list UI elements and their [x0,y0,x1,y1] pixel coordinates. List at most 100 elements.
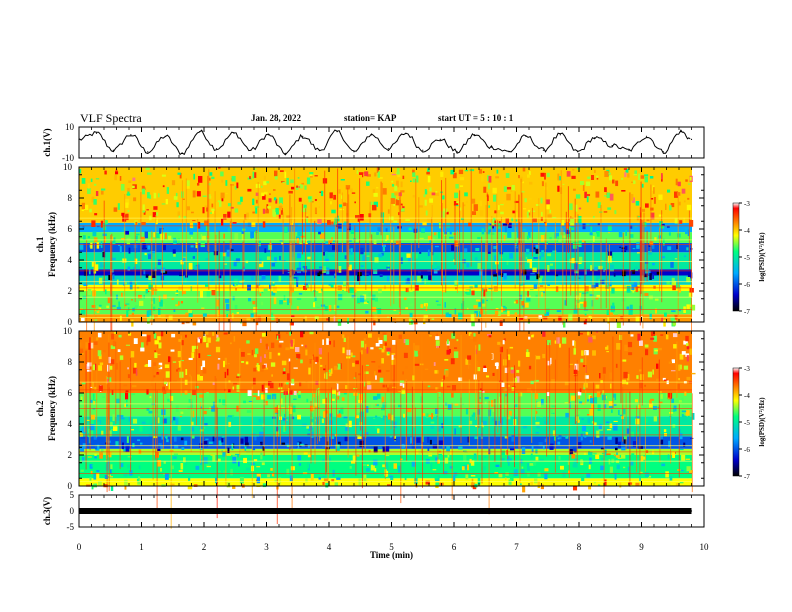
ch3-ytick-label: -5 [67,522,75,532]
ch1-spectrogram-band [79,275,692,285]
ch1-spectrogram-ytick-label: 4 [68,255,73,265]
x-tick-label: 1 [139,542,144,552]
x-tick-label: 4 [327,542,332,552]
ch2-spectrogram-channel-label: ch.2 [35,400,45,416]
ch1-spectrogram-colorbar-label: -5 [744,254,750,262]
ch2-spectrogram-ylabel: Frequency (kHz) [47,376,57,441]
ch1-spectrogram-colorbar-label: -7 [744,308,750,316]
ch1-spectrogram-ytick-label: 2 [68,286,73,296]
ch1-spectrogram-colorbar-label: -6 [744,281,750,289]
ch3-trace [79,508,692,514]
ch1-spectrogram-ylabel: Frequency (kHz) [47,212,57,277]
ch1-data-point [147,151,149,153]
ch2-spectrogram-colorbar-label: -4 [744,392,750,400]
ch1-data-point [215,148,218,150]
ch1-data-point [250,149,252,151]
ch1-data-point [387,148,389,150]
start-time-label: start UT = 5 : 10 : 1 [438,113,514,123]
ch1-data-point [181,152,183,154]
ch1-data-point [508,151,510,153]
ch1-data-point [690,138,693,140]
date-label: Jan. 28, 2022 [251,113,302,123]
x-tick-label: 5 [389,542,394,552]
x-tick-label: 0 [77,542,82,552]
ch1-data-point [542,149,544,151]
ch1-data-point [439,138,441,140]
ch3-ylabel: ch.3(V) [42,497,52,525]
ch1-data-point [112,149,114,151]
ch1-spectrogram-colorbar [732,202,740,312]
ch2-spectrogram-colorbar-label: -5 [744,419,750,427]
ch1-spectrogram-ytick-label: 10 [63,162,73,172]
ch3-ytick-label: 5 [70,490,75,500]
ch3-ytick-label: 0 [70,506,75,516]
ch2-spectrogram-heatmap [79,331,696,529]
ch1-spectrogram-ytick-label: 0 [68,317,73,327]
ch1-data-point [662,151,664,153]
ch1-data-point [199,131,201,133]
ch2-spectrogram-band [79,478,692,486]
station-label: station= KAP [344,113,397,123]
ch1-data-point [233,132,235,134]
ch1-spectrogram-band [79,242,692,253]
ch1-data-point [95,132,98,134]
ch1-ytick-label: -10 [62,153,74,163]
ch1-data-point [405,132,407,134]
x-tick-label: 3 [264,542,269,552]
ch2-spectrogram-ytick-label: 10 [63,326,73,336]
x-tick-label: 8 [577,542,582,552]
ch1-spectrogram-band [79,314,692,322]
ch1-spectrogram-ytick-label: 8 [68,193,73,203]
ch1-data-point [577,151,579,153]
ch1-data-point [628,149,630,151]
ch2-spectrogram-colorbar-label: -7 [744,473,750,481]
ch1-data-point [130,134,132,136]
ch1-data-point [319,149,321,151]
ch2-spectrogram-colorbar-label: -3 [744,365,750,373]
chart-title: VLF Spectra [80,111,142,125]
ch1-data-point [474,134,476,136]
x-axis-label: Time (min) [370,550,413,560]
x-tick-label: 2 [202,542,207,552]
ch1-spectrogram-heatmap [79,167,696,363]
ch1-spectrogram-band [79,167,692,223]
ch1-spectrogram-colorbar-label: -4 [744,227,750,235]
x-tick-label: 9 [639,542,644,552]
ch1-spectrogram-colorbar-label: -3 [744,200,750,208]
ch1-ylabel: ch.1(V) [42,128,52,156]
ch1-data-point [611,145,613,147]
ch1-data-point [594,137,596,139]
ch1-data-point [422,149,424,151]
ch1-spectrogram-band [79,222,692,233]
ch1-data-point [353,151,355,153]
ch1-data-point [164,135,166,137]
ch2-spectrogram-ytick-label: 2 [68,450,73,460]
ch2-spectrogram-ytick-label: 6 [68,388,73,398]
ch2-spectrogram-colorbar [732,367,740,477]
x-tick-label: 6 [452,542,457,552]
ch2-spectrogram-colorbar-title: log(PSD)(V²/Hz) [758,397,766,447]
ch1-spectrogram-band [79,269,692,276]
ch1-data-point [559,134,561,136]
ch1-data-point [680,131,682,133]
ch2-spectrogram-colorbar-label: -6 [744,446,750,454]
ch1-data-point [267,134,269,136]
ch1-spectrogram-band [79,232,692,243]
x-tick-label: 7 [514,542,519,552]
ch1-spectrogram-band [79,291,692,315]
ch1-data-point [456,151,458,153]
ch1-trace [78,129,691,156]
ch1-data-point [336,131,338,133]
ch1-data-point [490,146,493,148]
ch1-ytick-label: 10 [65,122,75,132]
ch3-data-point [78,510,80,512]
ch1-data-point [284,152,286,154]
ch1-spectrogram-ytick-label: 6 [68,224,73,234]
ch2-spectrogram-ytick-label: 8 [68,357,73,367]
ch1-spectrogram-channel-label: ch.1 [35,236,45,252]
ch2-spectrogram-ytick-label: 0 [68,481,73,491]
ch2-spectrogram-ytick-label: 4 [68,419,73,429]
ch1-spectrogram-colorbar-title: log(PSD)(V²/Hz) [758,232,766,282]
ch1-data-point [78,138,80,140]
